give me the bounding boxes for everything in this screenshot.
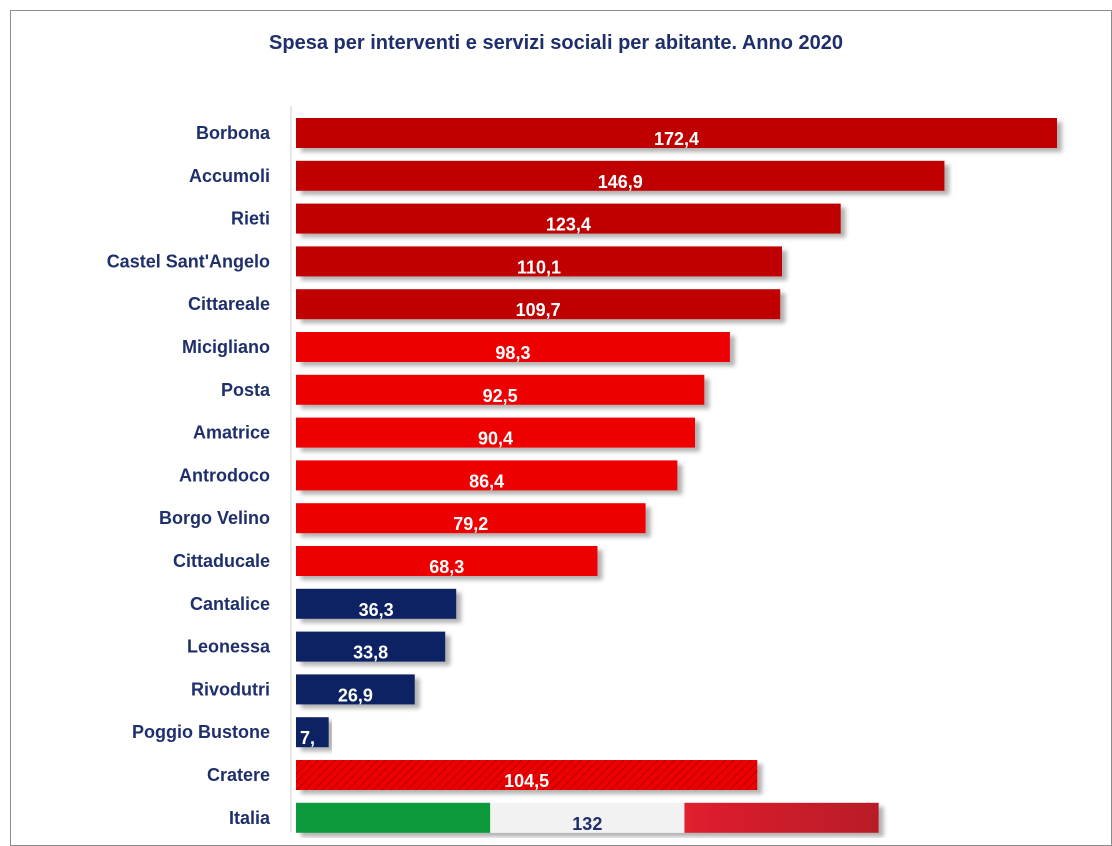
- category-label-antrodoco: Antrodoco: [179, 465, 270, 485]
- category-label-borgo-velino: Borgo Velino: [159, 508, 270, 528]
- value-label-micigliano: 98,3: [495, 343, 530, 363]
- category-label-poggio-bustone: Poggio Bustone: [132, 722, 270, 742]
- value-label-cittaducale: 68,3: [429, 557, 464, 577]
- bar-italia: [296, 802, 879, 833]
- value-label-amatrice: 90,4: [478, 429, 513, 449]
- bar-accumoli: [296, 160, 945, 191]
- bar-cratere: [296, 760, 758, 790]
- bar-italia-green: [296, 802, 491, 833]
- value-label-cittareale: 109,7: [516, 300, 561, 320]
- bar-italia-white: [490, 802, 685, 833]
- value-label-italia: 132: [572, 814, 602, 834]
- value-label-accumoli: 146,9: [598, 172, 643, 192]
- bar-leonessa: [296, 631, 446, 662]
- value-label-leonessa: 33,8: [353, 643, 388, 663]
- bar-rivodutri: [296, 674, 415, 705]
- bar-cantalice: [296, 588, 457, 619]
- category-label-borbona: Borbona: [196, 123, 271, 143]
- category-label-rieti: Rieti: [231, 209, 270, 229]
- bar-rieti: [296, 203, 841, 234]
- category-label-accumoli: Accumoli: [189, 166, 270, 186]
- category-label-cittaducale: Cittaducale: [173, 551, 270, 571]
- bar-amatrice: [296, 417, 696, 448]
- value-label-rieti: 123,4: [546, 215, 591, 235]
- value-label-borgo-velino: 79,2: [453, 514, 488, 534]
- value-label-rivodutri: 26,9: [338, 685, 373, 705]
- bar-cittareale: [296, 289, 781, 320]
- value-label-cantalice: 36,3: [359, 600, 394, 620]
- bar-antrodoco: [296, 460, 678, 491]
- category-label-posta: Posta: [221, 380, 271, 400]
- value-label-borbona: 172,4: [654, 129, 699, 149]
- value-label-antrodoco: 86,4: [469, 471, 504, 491]
- category-label-amatrice: Amatrice: [193, 423, 270, 443]
- category-label-castel-sant-angelo: Castel Sant'Angelo: [107, 251, 270, 271]
- bar-borgo-velino: [296, 503, 646, 534]
- category-label-italia: Italia: [229, 808, 271, 828]
- value-label-castel-sant-angelo: 110,1: [517, 257, 561, 277]
- bar-posta: [296, 374, 705, 405]
- category-label-cittareale: Cittareale: [188, 294, 270, 314]
- category-label-micigliano: Micigliano: [182, 337, 270, 357]
- category-label-rivodutri: Rivodutri: [191, 679, 270, 699]
- bar-borbona: [296, 118, 1057, 148]
- bar-cittaducale: [296, 546, 598, 576]
- value-label-cratere: 104,5: [504, 771, 549, 791]
- category-label-cratere: Cratere: [207, 765, 270, 785]
- bar-poggio-bustone: [296, 717, 329, 748]
- value-label-posta: 92,5: [483, 386, 518, 406]
- value-label-poggio-bustone: 7,: [300, 728, 315, 748]
- chart-title: Spesa per interventi e servizi sociali p…: [269, 32, 843, 54]
- bar-italia-red: [684, 802, 879, 833]
- bar-micigliano: [296, 332, 730, 362]
- category-label-leonessa: Leonessa: [187, 637, 271, 657]
- category-label-cantalice: Cantalice: [190, 594, 270, 614]
- bar-castel-sant-angelo: [296, 246, 782, 277]
